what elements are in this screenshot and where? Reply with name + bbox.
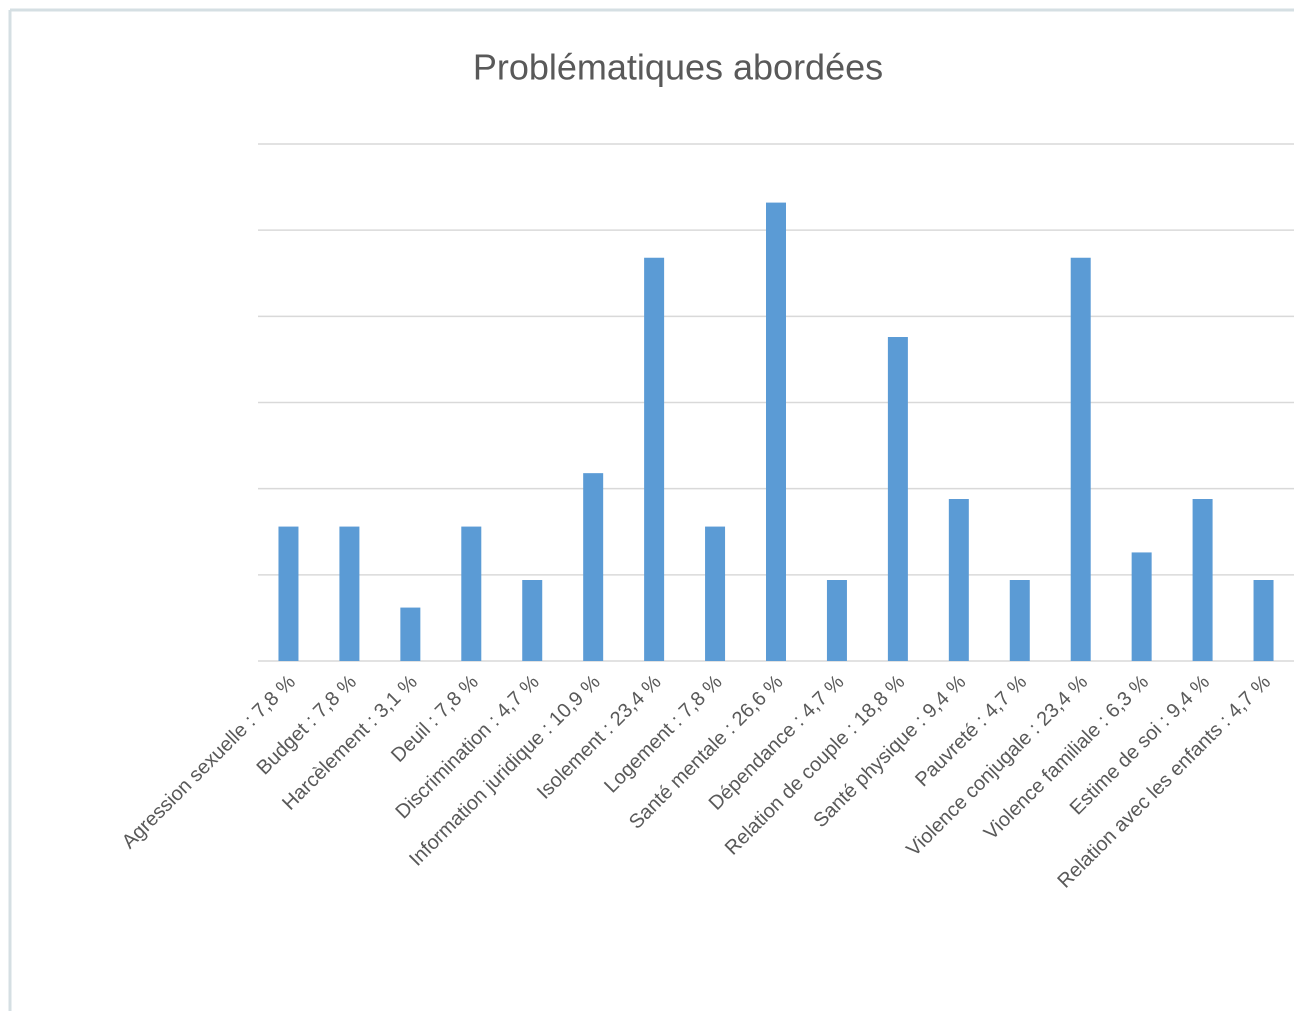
bar <box>766 202 786 662</box>
bar <box>1253 580 1274 661</box>
x-tick-label: Pauvreté : 4,7 % <box>911 671 1031 791</box>
bar <box>644 257 665 661</box>
bar <box>705 526 726 661</box>
bar <box>522 580 543 661</box>
bar <box>278 526 299 661</box>
bar <box>826 580 847 661</box>
bar <box>583 473 604 661</box>
bar <box>1192 499 1213 661</box>
chart-title: Problématiques abordées <box>473 47 883 88</box>
bar <box>887 337 908 661</box>
bar <box>1070 257 1091 661</box>
bar <box>461 526 482 661</box>
bar <box>400 607 421 661</box>
bar <box>1131 552 1152 661</box>
bar <box>339 526 360 661</box>
bar <box>948 499 969 661</box>
bar <box>1009 580 1030 661</box>
